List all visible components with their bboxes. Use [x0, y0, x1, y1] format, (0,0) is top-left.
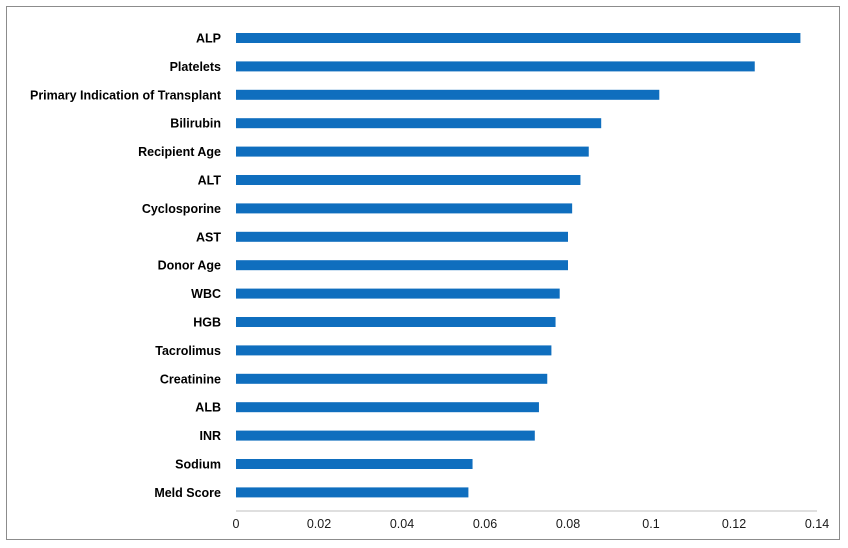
- category-label: Tacrolimus: [155, 344, 221, 358]
- bar: [236, 373, 548, 384]
- category-label: AST: [196, 230, 221, 244]
- bar: [236, 288, 560, 299]
- x-tick-labels: 0 0.02 0.04 0.06 0.08 0.1 0.12 0.14: [233, 517, 830, 531]
- category-label: WBC: [191, 287, 221, 301]
- category-label: Creatinine: [160, 372, 221, 386]
- category-label: Donor Age: [158, 259, 221, 273]
- bar: [236, 459, 473, 469]
- x-tick-label: 0: [233, 517, 240, 531]
- x-tick-label: 0.14: [805, 517, 829, 531]
- bar: [236, 345, 552, 356]
- category-label: Platelets: [170, 60, 221, 74]
- category-label: Sodium: [175, 458, 221, 472]
- x-tick-label: 0.12: [722, 517, 746, 531]
- category-label: ALT: [198, 174, 222, 188]
- category-label: Meld Score: [154, 486, 221, 500]
- bar: [236, 487, 469, 498]
- bar: [236, 118, 602, 129]
- bar: [236, 203, 573, 214]
- x-tick-label: 0.1: [642, 517, 659, 531]
- bar-chart: ALP Platelets Primary Indication of Transp…: [30, 32, 830, 532]
- category-label: Bilirubin: [170, 117, 221, 131]
- x-tick-label: 0.08: [556, 517, 580, 531]
- category-label: Cyclosporine: [142, 202, 221, 216]
- bars: [236, 33, 801, 498]
- bar: [236, 61, 755, 72]
- bar: [236, 33, 801, 43]
- category-label: Primary Indication of Transplant: [30, 88, 222, 102]
- bar: [236, 402, 539, 413]
- category-label: ALB: [195, 401, 221, 415]
- category-label: HGB: [193, 316, 221, 330]
- bar: [236, 231, 568, 242]
- x-tick-label: 0.02: [307, 517, 331, 531]
- chart-frame: ALP Platelets Primary Indication of Transp…: [6, 6, 840, 540]
- bar: [236, 260, 568, 271]
- category-label: ALP: [196, 32, 221, 46]
- bar: [236, 146, 589, 157]
- x-tick-label: 0.06: [473, 517, 497, 531]
- bar: [236, 317, 556, 327]
- bar: [236, 175, 581, 185]
- bar: [236, 89, 660, 100]
- bar: [236, 430, 535, 441]
- category-labels: ALP Platelets Primary Indication of Transp…: [30, 32, 222, 500]
- category-label: Recipient Age: [138, 145, 221, 159]
- x-tick-label: 0.04: [390, 517, 414, 531]
- category-label: INR: [199, 429, 221, 443]
